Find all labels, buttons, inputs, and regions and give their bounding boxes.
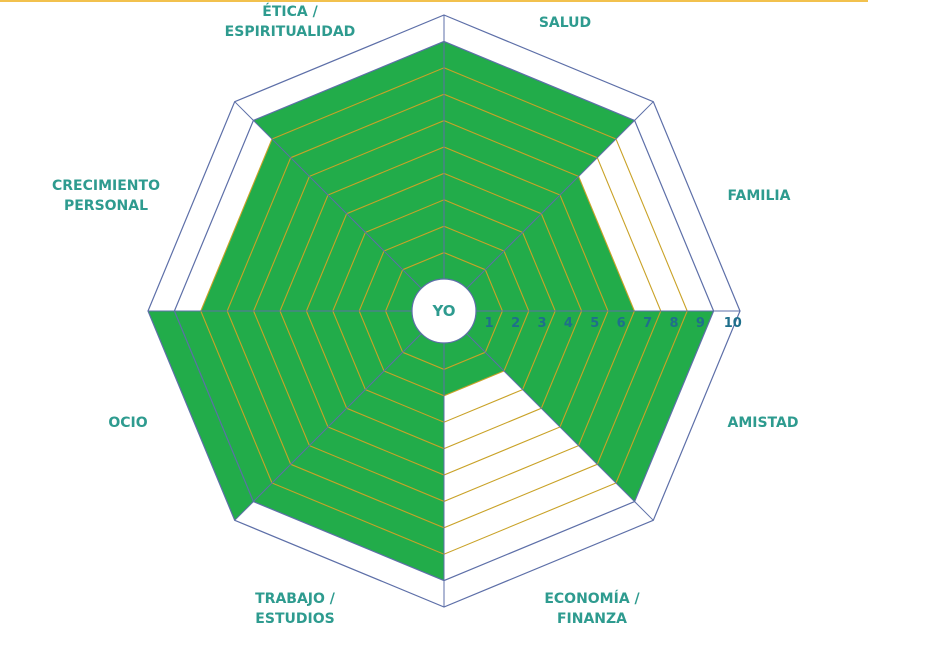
- axis-label-line: TRABAJO /: [255, 591, 336, 607]
- data-sector-3: [466, 311, 714, 502]
- tick-layer: 1 2 3 4 5 6 7 8 9 10: [485, 316, 742, 331]
- axis-label-4: ECONOMÍA / FINANZA: [544, 590, 640, 627]
- axis-label-line: SALUD: [539, 15, 591, 31]
- data-sector-6: [148, 311, 422, 521]
- tick-label-10: 10: [724, 316, 742, 331]
- axis-label-line: FAMILIA: [728, 188, 791, 204]
- data-sector-5: [253, 333, 444, 581]
- data-sector-7: [200, 139, 422, 311]
- tick-label-4: 4: [564, 316, 573, 331]
- grid-spoke-8: [234, 101, 422, 289]
- axis-label-7: CRECIMIENTO PERSONAL: [52, 178, 160, 214]
- tick-label-1: 1: [485, 316, 494, 331]
- axis-label-line: ESTUDIOS: [255, 611, 334, 627]
- data-sector-8: [253, 41, 444, 289]
- center-circle: [411, 278, 477, 344]
- tick-label-5: 5: [590, 316, 599, 331]
- axis-label-1: SALUD: [539, 15, 591, 31]
- tick-label-8: 8: [669, 316, 678, 331]
- tick-label-2: 2: [511, 316, 520, 331]
- axis-label-5: TRABAJO / ESTUDIOS: [255, 591, 336, 627]
- tick-label-9: 9: [696, 316, 705, 331]
- axis-label-line: AMISTAD: [728, 415, 799, 431]
- axis-label-line: ÉTICA /: [262, 3, 318, 20]
- axis-label-6: OCIO: [108, 415, 147, 431]
- data-sector-4: [444, 333, 504, 396]
- axis-label-2: FAMILIA: [728, 188, 791, 204]
- center-label: YO: [431, 302, 455, 320]
- axis-label-line: CRECIMIENTO: [52, 178, 160, 194]
- axis-label-line: ESPIRITUALIDAD: [225, 24, 356, 40]
- axis-label-3: AMISTAD: [728, 415, 799, 431]
- axis-label-line: ECONOMÍA /: [544, 590, 640, 607]
- top-border-line: [0, 0, 868, 2]
- axis-label-line: FINANZA: [557, 611, 627, 627]
- axis-label-line: PERSONAL: [64, 198, 148, 214]
- grid-spoke-4: [466, 333, 654, 521]
- grid-spoke-6: [234, 333, 422, 521]
- tick-label-3: 3: [537, 316, 546, 331]
- grid-spoke-2: [466, 101, 654, 289]
- data-fill-layer: [148, 41, 714, 581]
- axis-label-8: ÉTICA / ESPIRITUALIDAD: [225, 3, 356, 40]
- center-layer: YO: [411, 278, 477, 344]
- axis-label-line: OCIO: [108, 415, 147, 431]
- tick-label-6: 6: [617, 316, 626, 331]
- axis-label-layer: SALUD FAMILIA AMISTAD ECONOMÍA / FINANZA TRAB…: [52, 3, 798, 627]
- grid-layer: [147, 14, 741, 608]
- data-sector-1: [444, 41, 635, 289]
- tick-label-7: 7: [643, 316, 652, 331]
